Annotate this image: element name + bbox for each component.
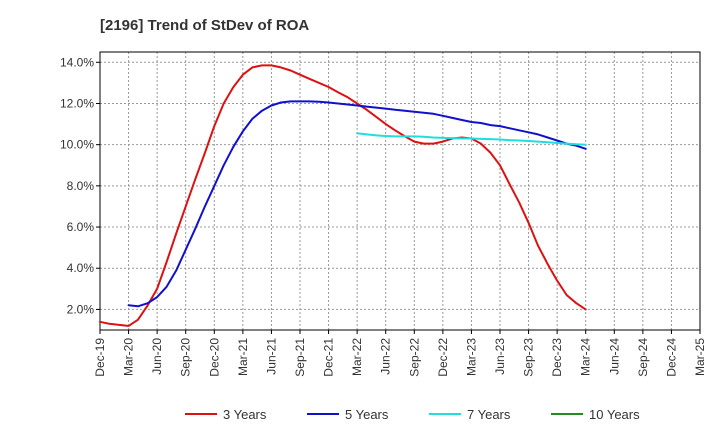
legend-label: 7 Years xyxy=(467,407,511,422)
x-tick-label: Jun-24 xyxy=(607,338,621,375)
x-tick-label: Sep-24 xyxy=(636,338,650,377)
y-tick-label: 12.0% xyxy=(60,96,94,110)
x-tick-label: Mar-25 xyxy=(693,338,707,376)
legend: 3 Years 5 Years 7 Years 10 Years xyxy=(185,407,640,422)
y-axis: 2.0% 4.0% 6.0% 8.0% 10.0% 12.0% 14.0% xyxy=(60,55,100,316)
x-tick-label: Dec-21 xyxy=(322,338,336,377)
y-tick-label: 14.0% xyxy=(60,55,94,69)
y-tick-label: 2.0% xyxy=(67,302,95,316)
x-tick-label: Jun-23 xyxy=(493,338,507,375)
x-tick-label: Jun-22 xyxy=(379,338,393,375)
x-tick-label: Dec-23 xyxy=(550,338,564,377)
x-axis: Dec-19 Mar-20 Jun-20 Sep-20 Dec-20 Mar-21 Jun-… xyxy=(93,330,707,377)
series-lines xyxy=(99,64,587,327)
y-tick-label: 8.0% xyxy=(67,179,95,193)
series-line-7-years xyxy=(356,132,587,146)
x-tick-label: Dec-22 xyxy=(436,338,450,377)
series-line-3-years xyxy=(99,64,587,327)
x-tick-label: Sep-23 xyxy=(522,338,536,377)
legend-label: 5 Years xyxy=(345,407,389,422)
x-tick-label: Sep-21 xyxy=(293,338,307,377)
x-tick-label: Dec-24 xyxy=(664,338,678,377)
x-tick-label: Sep-20 xyxy=(179,338,193,377)
x-tick-label: Mar-21 xyxy=(236,338,250,376)
x-tick-label: Jun-20 xyxy=(150,338,164,375)
series-line-5-years xyxy=(127,100,587,308)
x-tick-label: Mar-20 xyxy=(122,338,136,376)
y-tick-label: 10.0% xyxy=(60,138,94,152)
x-tick-label: Mar-22 xyxy=(350,338,364,376)
chart-title: [2196] Trend of StDev of ROA xyxy=(100,17,309,34)
x-tick-label: Sep-22 xyxy=(407,338,421,377)
x-tick-label: Dec-20 xyxy=(207,338,221,377)
x-tick-label: Mar-24 xyxy=(579,338,593,376)
x-tick-label: Jun-21 xyxy=(264,338,278,375)
y-tick-label: 4.0% xyxy=(67,261,95,275)
x-tick-label: Mar-23 xyxy=(464,338,478,376)
legend-label: 10 Years xyxy=(589,407,640,422)
x-tick-label: Dec-19 xyxy=(93,338,107,377)
y-tick-label: 6.0% xyxy=(67,220,95,234)
plot-area xyxy=(99,51,701,331)
grid xyxy=(100,52,700,330)
legend-label: 3 Years xyxy=(223,407,267,422)
